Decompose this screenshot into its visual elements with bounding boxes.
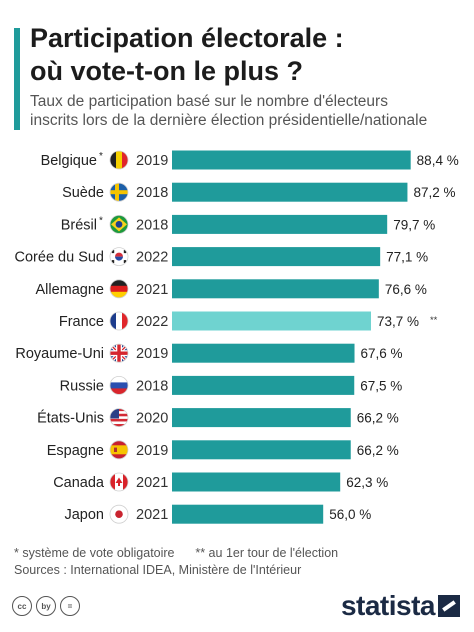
election-year: 2022 (136, 250, 168, 266)
country-label: Suède (62, 185, 104, 201)
attribution-icon: by (36, 596, 56, 616)
no-derivatives-icon: = (60, 596, 80, 616)
country-label: Espagne (47, 443, 104, 459)
creative-commons-icon: cc (12, 596, 32, 616)
bar (172, 343, 355, 363)
bar (172, 472, 341, 492)
bar (172, 504, 324, 524)
bar (172, 375, 355, 395)
sources: Sources : International IDEA, Ministère … (14, 563, 302, 577)
country-label: Corée du Sud (15, 250, 104, 266)
country-label: Japon (64, 507, 104, 523)
value-label: 62,3 % (346, 475, 388, 490)
flag-germany-icon (109, 279, 129, 299)
election-year: 2022 (136, 314, 168, 330)
country-label: Allemagne (35, 282, 104, 298)
value-label: 79,7 % (393, 217, 435, 232)
flag-spain-icon (109, 440, 129, 460)
country-label: Royaume-Uni (15, 346, 104, 362)
flag-south-korea-icon (109, 247, 129, 266)
election-year: 2018 (136, 185, 168, 201)
value-label: 66,2 % (357, 443, 399, 458)
statista-logo-mark (438, 595, 460, 617)
country-label: Brésil (61, 217, 97, 233)
footnote-mandatory: * système de vote obligatoire (14, 546, 175, 560)
election-year: 2021 (136, 282, 168, 298)
title-line-2: où vote-t-on le plus ? (30, 56, 303, 86)
country-label: Russie (60, 378, 104, 394)
page-title: Participation électorale : où vote-t-on … (30, 22, 460, 88)
bar (172, 247, 381, 267)
flag-belgium-icon (109, 150, 129, 170)
statista-logo: statista (341, 590, 460, 622)
turnout-bar-chart: Belgique * 2019 88,4 %Suède 2018 87,2 %Brésil… (15, 150, 459, 524)
flag-canada-icon (109, 472, 129, 492)
compulsory-voting-mark: * (99, 215, 103, 226)
title-accent-bar (14, 28, 20, 130)
subtitle-line-2: inscrits lors de la dernière élection pr… (30, 112, 428, 129)
value-label: 88,4 % (417, 153, 459, 168)
bar (172, 311, 371, 331)
value-label: 56,0 % (329, 507, 371, 522)
value-label: 67,6 % (361, 346, 403, 361)
country-label: Canada (53, 475, 105, 491)
flag-japan-icon (109, 504, 129, 524)
value-label: 66,2 % (357, 411, 399, 426)
value-label: 67,5 % (360, 378, 402, 393)
election-year: 2019 (136, 153, 168, 169)
flag-usa-icon (109, 408, 129, 428)
flag-brazil-icon (109, 215, 129, 234)
country-label: États-Unis (37, 410, 104, 427)
value-label: 87,2 % (413, 185, 455, 200)
page-subtitle: Taux de participation basé sur le nombre… (30, 92, 470, 130)
value-label: 77,1 % (386, 250, 428, 265)
election-year: 2021 (136, 475, 168, 491)
flag-sweden-icon (109, 182, 129, 202)
election-year: 2020 (136, 411, 168, 427)
election-year: 2019 (136, 346, 168, 362)
value-label: 76,6 % (385, 282, 427, 297)
value-label: 73,7 % (377, 314, 419, 329)
first-round-mark: ** (430, 315, 438, 326)
bar (172, 440, 351, 460)
bar (172, 150, 411, 170)
bar (172, 182, 408, 202)
license-icons: cc by = (12, 596, 80, 616)
flag-france-icon (109, 311, 129, 331)
bar (172, 214, 388, 234)
bar (172, 279, 379, 299)
compulsory-voting-mark: * (99, 151, 103, 162)
election-year: 2021 (136, 507, 168, 523)
footnote-first-round: ** au 1er tour de l'élection (195, 546, 339, 560)
subtitle-line-1: Taux de participation basé sur le nombre… (30, 93, 388, 110)
statista-logo-text: statista (340, 590, 436, 621)
country-label: Belgique (41, 153, 97, 169)
election-year: 2018 (136, 217, 168, 233)
title-line-1: Participation électorale : (30, 23, 344, 53)
bar (172, 408, 351, 428)
flag-uk-icon (109, 343, 129, 363)
election-year: 2018 (136, 378, 168, 394)
country-label: France (59, 314, 104, 330)
election-year: 2019 (136, 443, 168, 459)
flag-russia-icon (109, 375, 129, 395)
footnotes: * système de vote obligatoire ** au 1er … (14, 546, 338, 560)
